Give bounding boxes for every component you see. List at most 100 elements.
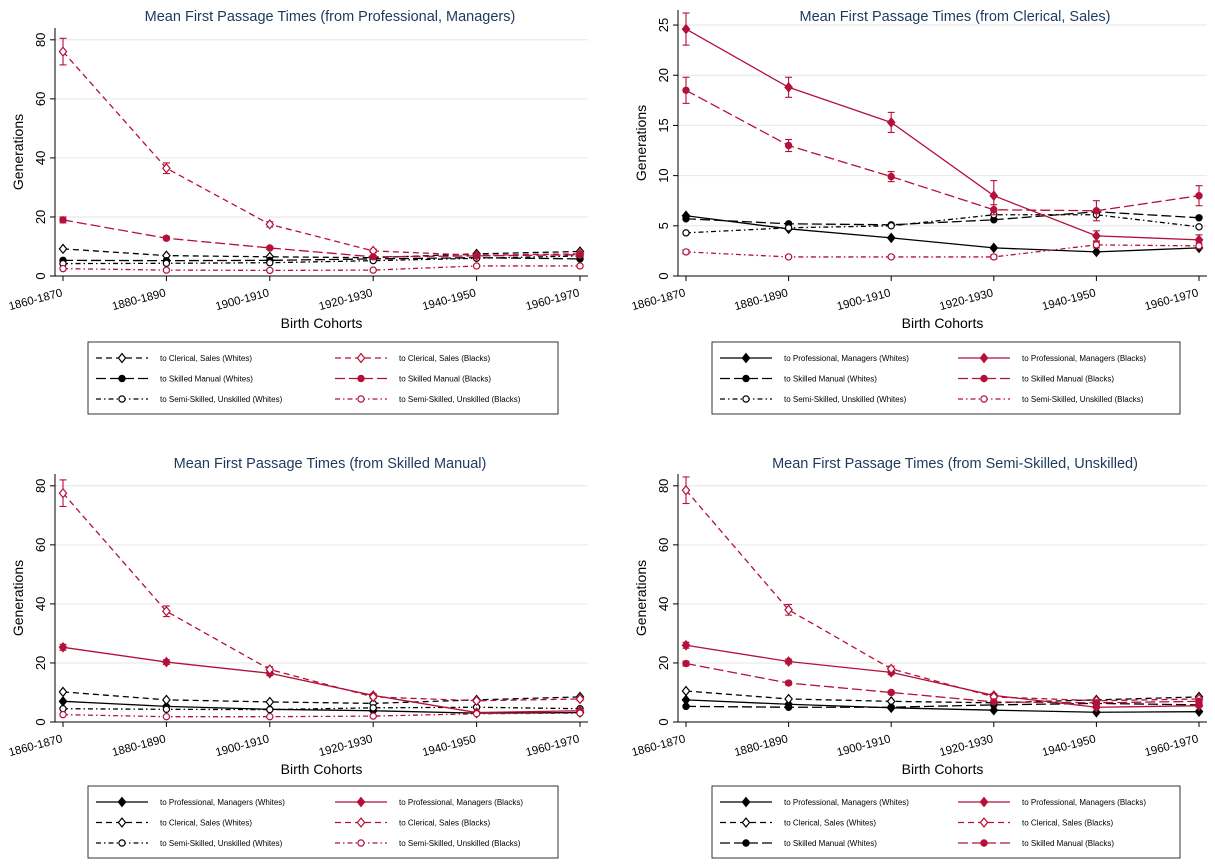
data-point (58, 487, 68, 499)
legend-swatch-marker (979, 796, 989, 808)
legend-box (711, 785, 1181, 859)
data-point (1092, 246, 1101, 258)
series-line (62, 712, 581, 718)
data-point (784, 81, 793, 93)
legend-box (87, 785, 559, 859)
series-blacks-3 (681, 476, 1204, 707)
legend-entry: to Skilled Manual (Blacks) (958, 839, 1114, 848)
series-line (685, 644, 1200, 708)
data-point (784, 693, 793, 705)
legend: to Professional, Managers (Whites) to Ski… (711, 341, 1181, 415)
x-tick-label: 1920-1930 (938, 287, 994, 313)
series-whites-2 (59, 253, 584, 265)
series-line (685, 89, 1200, 212)
y-axis-label: Generations (10, 114, 26, 190)
y-tick-label: 40 (33, 597, 48, 611)
data-point (784, 656, 793, 667)
legend-swatch-marker (741, 796, 751, 808)
legend-entry: to Skilled Manual (Blacks) (958, 375, 1114, 384)
data-point (1092, 230, 1101, 242)
y-tick-label: 20 (33, 210, 48, 224)
series-line (685, 702, 1200, 708)
series-line (62, 646, 581, 714)
legend-swatch-marker (117, 817, 127, 828)
series-blacks-5 (682, 241, 1203, 261)
legend: to Professional, Managers (Whites) to Cle… (711, 785, 1181, 859)
y-tick-label: 20 (33, 656, 48, 670)
chart-panel-2: Mean First Passage Times (from Clerical,… (631, 9, 1207, 415)
legend-label: to Skilled Manual (Blacks) (1022, 375, 1114, 384)
legend-label: to Skilled Manual (Blacks) (399, 375, 491, 384)
legend-entry: to Clerical, Sales (Blacks) (958, 817, 1113, 828)
legend-label: to Professional, Managers (Blacks) (399, 798, 523, 807)
legend-label: to Clerical, Sales (Blacks) (399, 354, 490, 363)
data-point (887, 253, 895, 261)
series-blacks-1 (58, 37, 585, 261)
legend-label: to Semi-Skilled, Unskilled (Whites) (784, 395, 907, 404)
legend-entry: to Semi-Skilled, Unskilled (Whites) (96, 395, 283, 404)
data-point (162, 694, 171, 706)
legend-label: to Clerical, Sales (Blacks) (399, 819, 490, 828)
data-point (266, 259, 274, 267)
x-tick-label: 1860-1870 (8, 287, 64, 313)
series-whites-0 (681, 210, 1204, 258)
series-line (685, 214, 1200, 234)
legend-swatch-marker (741, 817, 751, 828)
data-point (887, 703, 895, 711)
data-point (576, 709, 584, 717)
data-point (575, 693, 585, 705)
series-line (685, 690, 1200, 704)
legend-swatch-marker (117, 352, 127, 364)
legend-swatch-marker (117, 796, 127, 808)
y-tick-label: 0 (656, 718, 671, 725)
legend-label: to Professional, Managers (Whites) (160, 798, 285, 807)
y-axis-label: Generations (10, 560, 26, 636)
legend-label: to Professional, Managers (Whites) (784, 354, 909, 363)
data-point (162, 605, 171, 617)
legend-entry: to Professional, Managers (Whites) (720, 796, 909, 808)
y-tick-label: 5 (656, 222, 671, 229)
x-tick-label: 1960-1970 (1144, 733, 1200, 759)
data-point (58, 641, 68, 653)
legend-entry: to Professional, Managers (Whites) (96, 796, 285, 808)
series-whites-4 (682, 211, 1203, 237)
data-point (682, 86, 690, 95)
data-point (681, 639, 691, 651)
data-point (1195, 191, 1203, 200)
data-point (162, 234, 171, 242)
legend-swatch-marker (357, 839, 365, 847)
y-tick-label: 20 (656, 68, 671, 82)
series-blacks-5 (59, 262, 584, 275)
x-tick-label: 1960-1970 (1144, 287, 1200, 313)
chart-title: Mean First Passage Times (from Skilled M… (174, 456, 487, 472)
legend-label: to Skilled Manual (Whites) (160, 375, 253, 384)
y-tick-label: 80 (656, 479, 671, 493)
x-tick-label: 1940-1950 (421, 733, 477, 759)
legend-entry: to Semi-Skilled, Unskilled (Blacks) (335, 839, 521, 848)
data-point (682, 248, 690, 256)
data-point (472, 252, 481, 260)
legend-label: to Skilled Manual (Whites) (784, 839, 877, 848)
data-point (472, 262, 481, 270)
legend-label: to Skilled Manual (Whites) (784, 375, 877, 384)
data-point (265, 218, 275, 230)
y-tick-label: 40 (656, 597, 671, 611)
x-tick-label: 1880-1890 (733, 287, 789, 313)
legend-swatch-marker (742, 395, 750, 403)
data-point (1195, 697, 1203, 706)
legend-swatch-marker (356, 352, 366, 364)
series-line (685, 662, 1200, 704)
legend-label: to Clerical, Sales (Whites) (160, 354, 252, 363)
data-point (681, 685, 691, 697)
y-tick-label: 80 (33, 479, 48, 493)
data-point (162, 259, 171, 268)
data-point (576, 251, 584, 259)
data-point (886, 663, 896, 675)
data-point (472, 695, 481, 707)
legend-entry: to Clerical, Sales (Blacks) (335, 352, 490, 364)
x-tick-label: 1940-1950 (421, 287, 477, 313)
data-point (886, 117, 896, 128)
series-blacks-3 (59, 216, 584, 261)
data-point (369, 712, 377, 720)
